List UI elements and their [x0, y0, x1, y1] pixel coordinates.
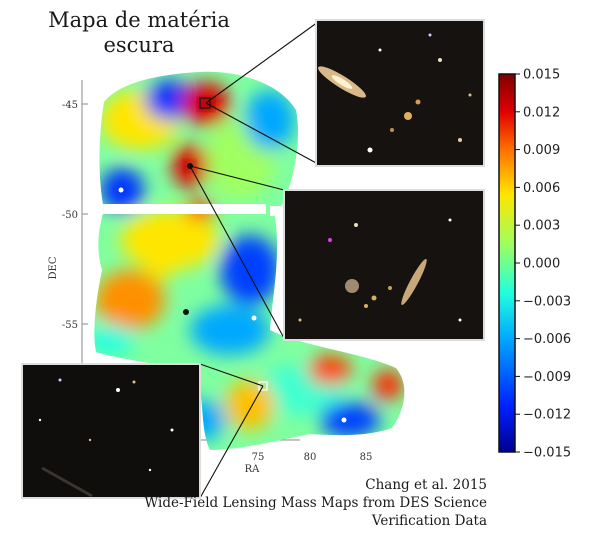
credit-line-3: Verification Data: [371, 513, 487, 529]
colorbar-ticks: 0.015 0.012 0.009 0.006 0.003 0.000 −0.003 −0.0…: [515, 68, 571, 461]
colorbar-tick-label: 0.006: [523, 181, 560, 196]
satellite-trail: [41, 466, 93, 498]
map-axes: -45 -50 -55 75 80 85 RA DEC: [48, 80, 372, 475]
inset-galaxy-cluster-middle: [283, 189, 485, 341]
colorbar-tick-label: −0.009: [523, 370, 571, 385]
figure-credit: Chang et al. 2015 Wide-Field Lensing Mas…: [144, 476, 487, 530]
title-line-2: escura: [103, 33, 175, 57]
colorbar-tick-label: −0.003: [523, 294, 571, 309]
colorbar-tick-label: −0.006: [523, 332, 571, 347]
colorbar-tick-label: −0.015: [523, 446, 571, 461]
colorbar-tick-label: −0.012: [523, 408, 571, 423]
inset-galaxy-cluster-north: [315, 19, 485, 167]
map-title: Mapa de matéria escura: [14, 8, 264, 58]
credit-line-2: Wide-Field Lensing Mass Maps from DES Sc…: [144, 495, 487, 511]
colorbar: 0.015 0.012 0.009 0.006 0.003 0.000 −0.003 −0.0…: [498, 68, 571, 461]
y-axis-label: DEC: [48, 256, 59, 279]
edge-on-galaxy: [401, 258, 427, 306]
connector-line: [189, 165, 285, 339]
y-tick-label: -55: [62, 320, 78, 331]
colorbar-tick-label: 0.000: [523, 257, 560, 272]
inset-connectors: [189, 21, 319, 499]
x-tick-label: 80: [304, 452, 317, 463]
x-tick-label: 85: [360, 452, 373, 463]
connector-line: [199, 385, 264, 499]
colorbar-gradient: [498, 73, 516, 453]
marker-point: [183, 309, 189, 315]
credit-line-1: Chang et al. 2015: [365, 477, 487, 493]
marker-point: [251, 315, 257, 321]
colorbar-tick-label: 0.009: [523, 143, 560, 158]
connector-line: [199, 363, 264, 387]
colorbar-tick-label: 0.015: [523, 68, 560, 83]
connector-line: [189, 165, 285, 191]
colorbar-tick-label: 0.012: [523, 105, 560, 120]
connector-line: [205, 21, 319, 104]
marker-void-south: [258, 381, 268, 391]
x-tick-label: 75: [252, 452, 265, 463]
x-axis-label: RA: [245, 464, 261, 475]
marker-peak-north: [199, 97, 211, 109]
inset-void-field-south: [21, 363, 201, 499]
y-tick-label: -50: [62, 210, 78, 221]
marker-point: [118, 187, 124, 193]
title-line-1: Mapa de matéria: [48, 8, 230, 32]
colorbar-tick-label: 0.003: [523, 219, 560, 234]
marker-point: [341, 417, 347, 423]
survey-gap: [94, 204, 266, 214]
y-tick-label: -45: [62, 100, 78, 111]
connector-line: [205, 102, 319, 165]
